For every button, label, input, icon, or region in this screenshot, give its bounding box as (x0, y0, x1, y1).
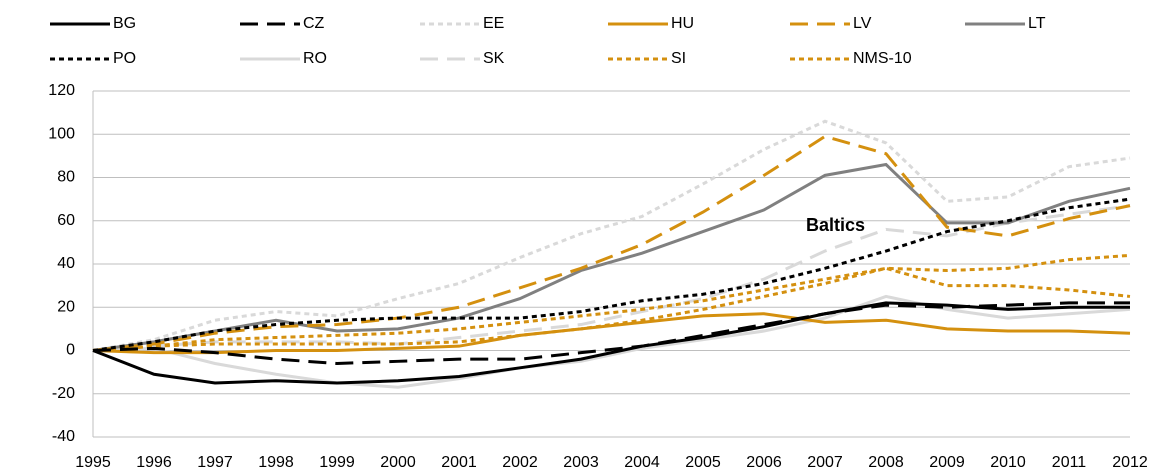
y-tick-label: 0 (66, 342, 75, 359)
x-tick-label: 2002 (502, 454, 538, 471)
plot: -40 -20 0 20 40 60 80 100 120 1995 1996 1997 1998 199… (48, 15, 1148, 471)
x-tick-label: 2003 (563, 454, 599, 471)
series-line (92, 301, 1130, 365)
y-tick-label: 60 (57, 212, 75, 229)
y-tick-label: 80 (57, 169, 75, 186)
y-tick-label: -40 (52, 428, 75, 445)
series-line (92, 253, 1131, 352)
series-line (92, 312, 1131, 355)
legend-label: LT (1028, 15, 1046, 32)
x-tick-label: 2005 (685, 454, 721, 471)
x-tick-label: 1997 (197, 454, 233, 471)
series-line (92, 294, 1131, 389)
legend-label: SI (671, 50, 686, 67)
series-line (92, 266, 1131, 352)
legend-label: EE (483, 15, 504, 32)
y-tick-label: 100 (48, 125, 75, 142)
annotation: Baltics (806, 215, 865, 235)
legend-label: CZ (303, 15, 325, 32)
legend-label: LV (853, 15, 872, 32)
legend-label: NMS-10 (853, 50, 912, 67)
series-line (92, 204, 1131, 352)
x-tick-label: 2001 (441, 454, 477, 471)
x-tick-label: 1995 (75, 454, 111, 471)
x-tick-label: 1998 (258, 454, 294, 471)
x-tick-label: 2010 (990, 454, 1026, 471)
x-tick-label: 1999 (319, 454, 355, 471)
y-tick-label: 40 (57, 255, 75, 272)
x-tick-label: 2012 (1112, 454, 1148, 471)
x-tick-label: 2000 (380, 454, 416, 471)
y-tick-label: 20 (57, 298, 75, 315)
x-tick-label: 2007 (807, 454, 843, 471)
x-tick-label: 2006 (746, 454, 782, 471)
x-tick-label: 2011 (1052, 454, 1087, 471)
y-tick-label: -20 (52, 385, 75, 402)
legend-label: RO (303, 50, 327, 67)
x-tick-label: 1996 (136, 454, 172, 471)
series-line (92, 119, 1131, 352)
legend-label: BG (113, 15, 136, 32)
legend-label: HU (671, 15, 694, 32)
series-line (92, 134, 1131, 352)
x-tick-label: 2009 (929, 454, 965, 471)
series-line (92, 162, 1131, 352)
series-line (92, 197, 1131, 352)
legend-label: SK (483, 50, 505, 67)
y-tick-label: 120 (48, 82, 75, 99)
x-tick-label: 2008 (868, 454, 904, 471)
x-tick-label: 2004 (624, 454, 660, 471)
legend-label: PO (113, 50, 136, 67)
